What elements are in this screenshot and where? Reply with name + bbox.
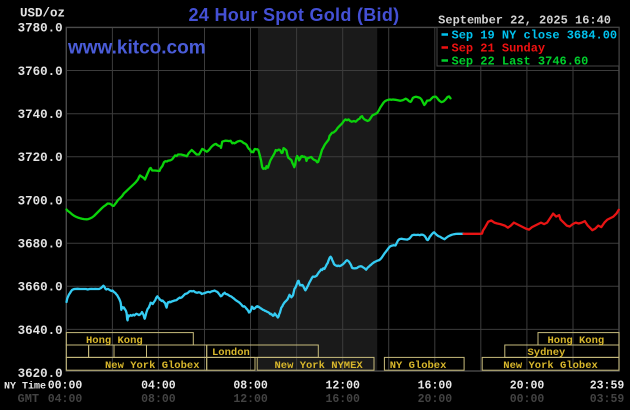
- svg-text:Sep 22 Last 3746.60: Sep 22 Last 3746.60: [452, 55, 589, 69]
- svg-text:London: London: [212, 347, 250, 359]
- svg-text:3720.0: 3720.0: [18, 151, 63, 165]
- svg-text:New York Globex: New York Globex: [105, 360, 200, 372]
- svg-text:24 Hour Spot Gold (Bid): 24 Hour Spot Gold (Bid): [189, 5, 400, 25]
- svg-text:3660.0: 3660.0: [18, 281, 63, 295]
- svg-text:20:00: 20:00: [510, 379, 545, 392]
- svg-text:16:00: 16:00: [325, 393, 360, 406]
- svg-text:3760.0: 3760.0: [18, 65, 63, 79]
- svg-text:3740.0: 3740.0: [18, 108, 63, 122]
- svg-text:00:00: 00:00: [510, 393, 545, 406]
- svg-text:NY Time: NY Time: [4, 380, 46, 392]
- svg-text:3680.0: 3680.0: [18, 238, 63, 252]
- svg-text:3620.0: 3620.0: [18, 367, 63, 381]
- svg-text:3640.0: 3640.0: [18, 324, 63, 338]
- svg-text:USD/oz: USD/oz: [20, 7, 65, 21]
- svg-text:GMT: GMT: [18, 392, 40, 406]
- svg-text:16:00: 16:00: [418, 379, 453, 392]
- svg-text:New York NYMEX: New York NYMEX: [275, 360, 364, 372]
- svg-text:3700.0: 3700.0: [18, 194, 63, 208]
- svg-text:03:59: 03:59: [590, 393, 625, 406]
- svg-text:Hong Kong: Hong Kong: [86, 335, 143, 347]
- svg-text:3780.0: 3780.0: [18, 22, 63, 36]
- svg-text:NY Globex: NY Globex: [390, 360, 447, 372]
- svg-text:Sep 19 NY close 3684.00: Sep 19 NY close 3684.00: [452, 29, 618, 43]
- svg-text:New York Globex: New York Globex: [503, 360, 598, 372]
- svg-text:12:00: 12:00: [233, 393, 268, 406]
- svg-text:04:00: 04:00: [48, 393, 83, 406]
- svg-text:September 22, 2025 16:40: September 22, 2025 16:40: [438, 14, 611, 28]
- svg-text:12:00: 12:00: [325, 379, 360, 392]
- svg-text:08:00: 08:00: [141, 393, 176, 406]
- svg-text:Sep 21 Sunday: Sep 21 Sunday: [452, 42, 546, 56]
- svg-text:Sydney: Sydney: [528, 347, 567, 359]
- svg-text:00:00: 00:00: [48, 379, 83, 392]
- svg-text:23:59: 23:59: [590, 379, 625, 392]
- svg-text:08:00: 08:00: [233, 379, 268, 392]
- svg-text:www.kitco.com: www.kitco.com: [67, 38, 206, 59]
- svg-text:04:00: 04:00: [141, 379, 176, 392]
- svg-text:20:00: 20:00: [418, 393, 453, 406]
- svg-text:Hong Kong: Hong Kong: [548, 335, 605, 347]
